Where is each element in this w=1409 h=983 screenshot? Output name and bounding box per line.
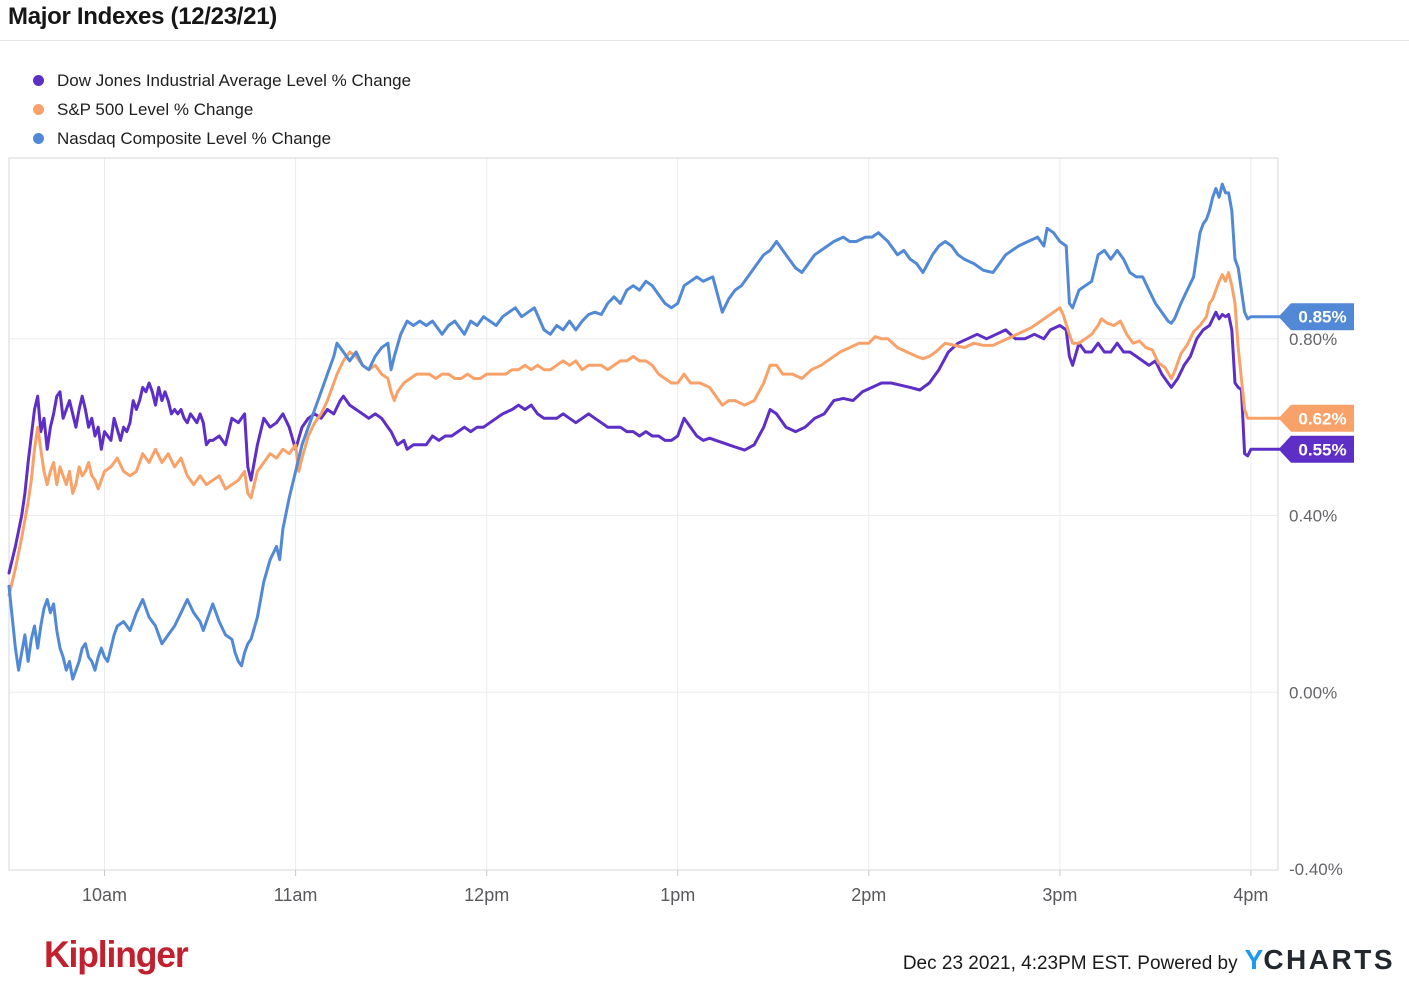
x-tick-label: 12pm (464, 885, 509, 905)
legend-item: Nasdaq Composite Level % Change (33, 124, 411, 153)
series-line (7, 182, 1286, 681)
header-divider (0, 40, 1409, 41)
ycharts-logo-charts: CHARTS (1263, 944, 1395, 975)
legend-dot-icon (33, 75, 44, 86)
end-value-label: 0.85% (1298, 308, 1346, 327)
attribution: Dec 23 2021, 4:23PM EST. Powered by Y CH… (903, 944, 1395, 976)
y-tick-label: 0.40% (1289, 507, 1337, 526)
legend-label: S&P 500 Level % Change (57, 99, 254, 119)
ycharts-logo-y: Y (1244, 944, 1264, 975)
page-title: Major Indexes (12/23/21) (8, 3, 277, 30)
kiplinger-logo: Kiplinger (44, 934, 189, 975)
attribution-text: Dec 23 2021, 4:23PM EST. Powered by (902, 953, 1238, 974)
series-line (7, 310, 1286, 575)
x-tick-label: 3pm (1042, 885, 1077, 905)
legend-label: Dow Jones Industrial Average Level % Cha… (57, 70, 412, 90)
legend-dot-icon (33, 104, 44, 115)
end-value-tag (1278, 303, 1354, 331)
x-tick-label: 4pm (1233, 885, 1268, 905)
legend-item: Dow Jones Industrial Average Level % Cha… (33, 66, 411, 95)
plot-border (8, 157, 1279, 871)
legend-label: Nasdaq Composite Level % Change (57, 128, 332, 148)
x-tick-label: 11am (274, 885, 318, 905)
legend: Dow Jones Industrial Average Level % Cha… (33, 66, 411, 153)
y-tick-label: 0.80% (1289, 330, 1337, 349)
end-value-label: 0.62% (1298, 409, 1346, 428)
x-tick-label: 2pm (851, 885, 886, 905)
x-tick-label: 1pm (660, 885, 695, 905)
y-tick-label: 0.00% (1289, 683, 1337, 702)
end-value-label: 0.55% (1298, 440, 1346, 459)
legend-item: S&P 500 Level % Change (33, 95, 411, 124)
y-tick-label: -0.40% (1289, 860, 1343, 879)
series-line (7, 271, 1286, 597)
end-value-tag (1278, 435, 1354, 463)
legend-dot-icon (33, 133, 44, 144)
x-tick-label: 10am (82, 885, 127, 905)
end-value-tag (1278, 404, 1354, 432)
